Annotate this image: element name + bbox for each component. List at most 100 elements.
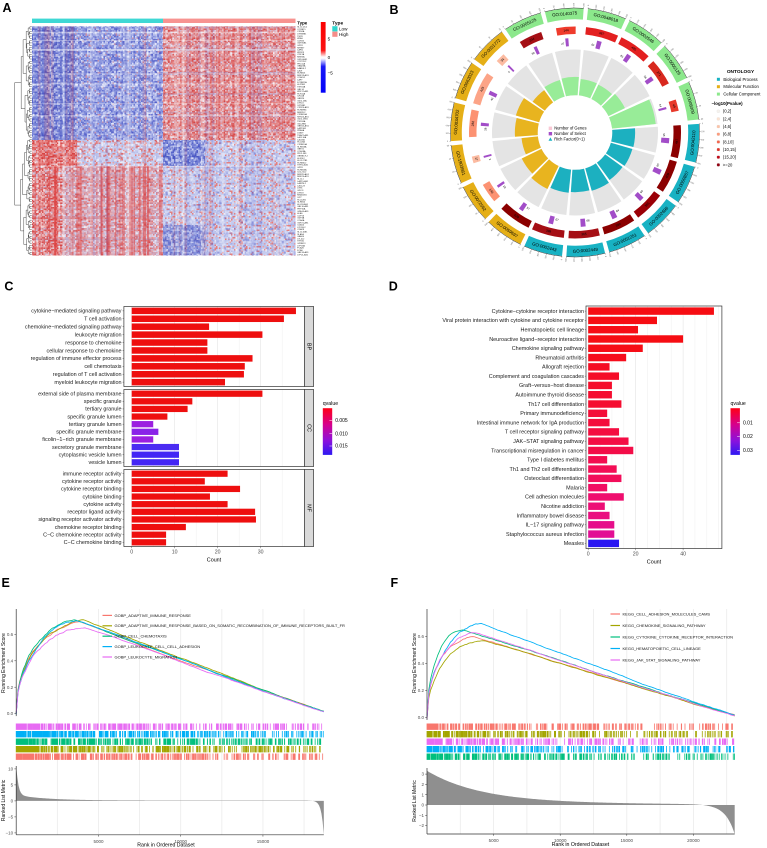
svg-text:CDA28: CDA28 xyxy=(297,228,305,231)
svg-text:0: 0 xyxy=(502,25,505,28)
svg-text:500: 500 xyxy=(648,233,652,238)
svg-text:500: 500 xyxy=(566,257,568,261)
svg-text:2: 2 xyxy=(488,158,492,161)
svg-text:50: 50 xyxy=(511,19,514,23)
svg-text:MSA12B1: MSA12B1 xyxy=(297,194,307,197)
svg-text:CXR4A: CXR4A xyxy=(297,30,305,33)
svg-text:D: D xyxy=(389,280,398,294)
svg-text:144: 144 xyxy=(563,28,569,32)
svg-text:400: 400 xyxy=(462,65,467,69)
svg-text:400: 400 xyxy=(683,195,688,199)
svg-text:(4,6]: (4,6] xyxy=(723,124,731,129)
svg-text:LYF16L2: LYF16L2 xyxy=(297,227,306,229)
svg-text:LACL23: LACL23 xyxy=(297,184,305,187)
svg-text:LYR24: LYR24 xyxy=(297,103,304,105)
svg-text:10000: 10000 xyxy=(174,839,187,844)
svg-text:0: 0 xyxy=(451,95,453,97)
svg-text:0: 0 xyxy=(666,42,669,45)
svg-text:TNP24A: TNP24A xyxy=(297,85,305,88)
svg-text:400: 400 xyxy=(491,228,495,233)
svg-text:60: 60 xyxy=(447,145,450,147)
svg-text:TNR14A: TNR14A xyxy=(297,120,306,123)
svg-text:GOBP_LEUKOCYTE_CELL_CELL_ADHES: GOBP_LEUKOCYTE_CELL_CELL_ADHESION xyxy=(115,644,201,649)
svg-text:(15,20]: (15,20] xyxy=(723,155,736,160)
svg-text:0: 0 xyxy=(518,246,521,249)
svg-text:100: 100 xyxy=(553,256,556,260)
svg-text:SLCL12L2: SLCL12L2 xyxy=(297,27,308,29)
svg-text:28: 28 xyxy=(483,127,487,131)
svg-text:cytokine receptor activity: cytokine receptor activity xyxy=(62,479,122,485)
svg-text:Cytokine−cytokine receptor int: Cytokine−cytokine receptor interaction xyxy=(492,309,584,315)
svg-text:Cellular Component: Cellular Component xyxy=(723,92,761,97)
svg-text:Viral protein interaction with: Viral protein interaction with cytokine … xyxy=(442,318,584,324)
svg-text:GZL11: GZL11 xyxy=(297,190,304,192)
svg-text:LYA29: LYA29 xyxy=(297,131,304,134)
svg-text:61: 61 xyxy=(620,54,625,59)
svg-text:2: 2 xyxy=(421,782,424,787)
svg-text:68: 68 xyxy=(586,218,590,222)
svg-text:61: 61 xyxy=(591,43,595,48)
svg-text:500: 500 xyxy=(696,161,701,164)
svg-text:0: 0 xyxy=(543,7,545,9)
svg-text:Primary immunodeficiency: Primary immunodeficiency xyxy=(520,411,584,417)
svg-text:15000: 15000 xyxy=(621,838,634,843)
svg-text:GO:0034702: GO:0034702 xyxy=(453,109,460,135)
svg-text:Count: Count xyxy=(647,560,662,566)
svg-text:GOBP_LEUKOCYTE_MIGRATION: GOBP_LEUKOCYTE_MIGRATION xyxy=(115,654,178,659)
svg-text:400: 400 xyxy=(684,68,689,72)
svg-text:100: 100 xyxy=(701,131,705,133)
svg-text:LAP15-AS1: LAP15-AS1 xyxy=(297,180,309,183)
svg-text:0: 0 xyxy=(470,55,473,58)
svg-text:20: 20 xyxy=(478,45,482,49)
svg-text:100: 100 xyxy=(671,48,676,52)
svg-text:CXR24-AS1: CXR24-AS1 xyxy=(297,106,309,109)
svg-text:27: 27 xyxy=(561,42,565,46)
svg-text:KEGG_CYTOKINE_CYTOKINE_RECEPTO: KEGG_CYTOKINE_CYTOKINE_RECEPTOR_INTERACT… xyxy=(623,634,734,639)
svg-text:50: 50 xyxy=(475,212,479,216)
svg-text:0: 0 xyxy=(691,80,694,83)
svg-text:GBA23A: GBA23A xyxy=(297,65,306,68)
svg-text:TRR10: TRR10 xyxy=(297,241,304,243)
svg-text:100: 100 xyxy=(469,204,474,208)
svg-text:LAP7: LAP7 xyxy=(297,79,303,82)
svg-text:5: 5 xyxy=(328,37,331,42)
svg-text:E: E xyxy=(2,576,10,590)
svg-text:84: 84 xyxy=(615,208,620,213)
svg-text:50: 50 xyxy=(553,4,555,7)
svg-text:KEGG_CELL_ADHESION_MOLECULES_C: KEGG_CELL_ADHESION_MOLECULES_CAMS xyxy=(623,611,711,616)
svg-text:CDF1A: CDF1A xyxy=(297,53,304,56)
svg-text:0: 0 xyxy=(328,55,331,60)
svg-text:500: 500 xyxy=(679,201,684,205)
svg-text:(10,15]: (10,15] xyxy=(723,147,736,152)
svg-text:300: 300 xyxy=(624,247,628,252)
svg-text:KRR23: KRR23 xyxy=(297,52,305,54)
svg-text:KRRB7: KRRB7 xyxy=(297,47,305,49)
svg-text:C−C chemokine binding: C−C chemokine binding xyxy=(64,540,122,546)
svg-text:271: 271 xyxy=(656,70,662,77)
svg-text:0: 0 xyxy=(11,799,14,804)
svg-text:GBL10-AS1: GBL10-AS1 xyxy=(297,205,309,208)
svg-text:0: 0 xyxy=(696,166,698,168)
svg-text:GBRB17L2: GBRB17L2 xyxy=(297,156,308,158)
svg-text:0.4: 0.4 xyxy=(418,661,425,666)
svg-text:500: 500 xyxy=(522,247,526,252)
svg-text:Th1 and Th2 cell differentiati: Th1 and Th2 cell differentiation xyxy=(510,467,584,473)
svg-text:SLRB16A: SLRB16A xyxy=(297,145,307,148)
svg-text:409: 409 xyxy=(665,172,671,179)
svg-text:KEGG_HEMATOPOIETIC_CELL_LINEAG: KEGG_HEMATOPOIETIC_CELL_LINEAGE xyxy=(623,646,702,651)
svg-text:LAL9: LAL9 xyxy=(297,69,303,72)
svg-text:Intestinal immune network for: Intestinal immune network for IgA produc… xyxy=(477,420,584,426)
svg-text:49: 49 xyxy=(672,104,677,109)
svg-text:60: 60 xyxy=(498,27,501,31)
svg-text:cytoplasmic vesicle lumen: cytoplasmic vesicle lumen xyxy=(59,452,122,458)
svg-text:487: 487 xyxy=(598,31,604,36)
svg-text:PRL10A: PRL10A xyxy=(297,62,305,65)
svg-text:GO:0140375: GO:0140375 xyxy=(552,10,578,17)
svg-text:KRA9: KRA9 xyxy=(297,37,303,40)
svg-text:0: 0 xyxy=(421,803,424,808)
svg-text:0: 0 xyxy=(587,552,590,558)
svg-text:500: 500 xyxy=(467,58,472,62)
svg-text:tertiary granule: tertiary granule xyxy=(85,407,121,413)
svg-text:vesicle lumen: vesicle lumen xyxy=(89,460,122,466)
svg-text:0.4: 0.4 xyxy=(7,658,14,663)
